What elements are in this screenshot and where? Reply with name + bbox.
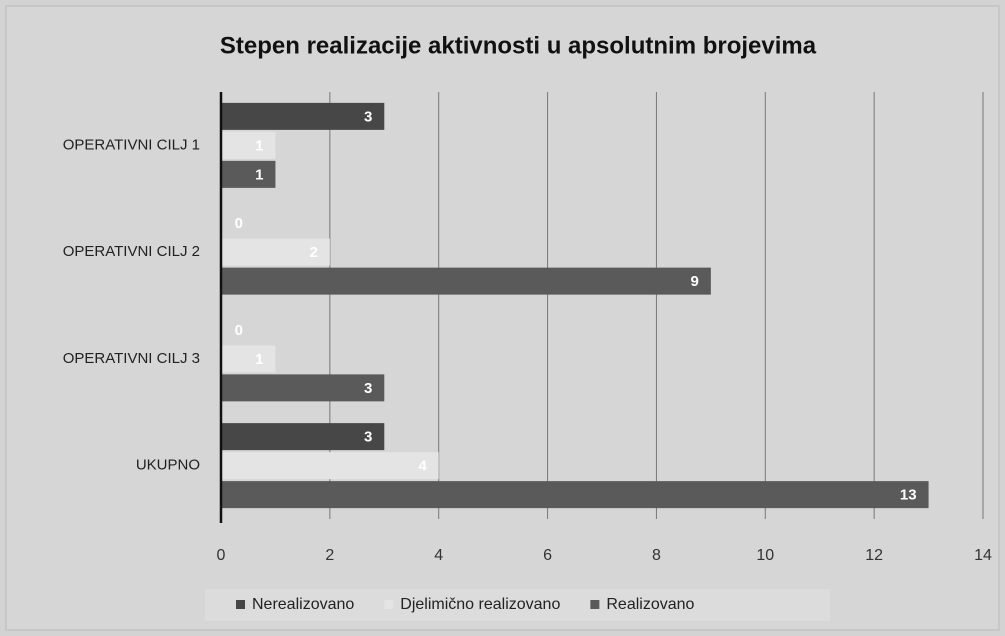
bar [221,345,276,373]
legend-label: Djelimično realizovano [400,596,560,613]
x-tick-label: 0 [217,547,226,564]
bar [221,452,439,480]
legend-swatch [384,600,394,609]
x-tick-label: 2 [325,547,334,564]
legend-swatch [236,600,245,609]
data-label: 1 [255,351,263,368]
bar [221,374,385,402]
legend-swatch [590,600,600,609]
data-label: 0 [235,322,243,339]
data-label: 3 [364,108,372,125]
bar [221,160,276,188]
chart-area [5,5,1000,631]
bar [221,102,385,130]
legend-box [205,589,830,621]
y-tick-label: UKUPNO [136,457,200,474]
data-label: 2 [310,244,318,261]
legend-label: Realizovano [606,596,694,613]
data-label: 3 [364,380,372,397]
y-tick-label: OPERATIVNI CILJ 2 [63,243,200,260]
bar [221,481,929,509]
chart-title: Stepen realizacije aktivnosti u apsolutn… [220,32,817,59]
data-label: 4 [418,458,427,475]
x-tick-label: 4 [434,547,443,564]
data-label: 1 [255,166,263,183]
x-tick-label: 14 [974,547,992,564]
legend-label: Nerealizovano [252,596,354,613]
data-label: 0 [235,215,243,232]
data-label: 3 [364,429,372,446]
bar [221,131,276,159]
bar [221,238,330,266]
bar [221,267,711,295]
data-label: 9 [691,273,699,290]
x-tick-label: 8 [652,547,661,564]
bar [221,423,385,451]
y-tick-label: OPERATIVNI CILJ 3 [63,350,200,367]
x-tick-label: 10 [756,547,774,564]
data-label: 13 [900,487,917,504]
x-tick-label: 6 [543,547,552,564]
y-tick-label: OPERATIVNI CILJ 1 [63,136,200,153]
data-label: 1 [255,137,263,154]
x-tick-label: 12 [865,547,883,564]
